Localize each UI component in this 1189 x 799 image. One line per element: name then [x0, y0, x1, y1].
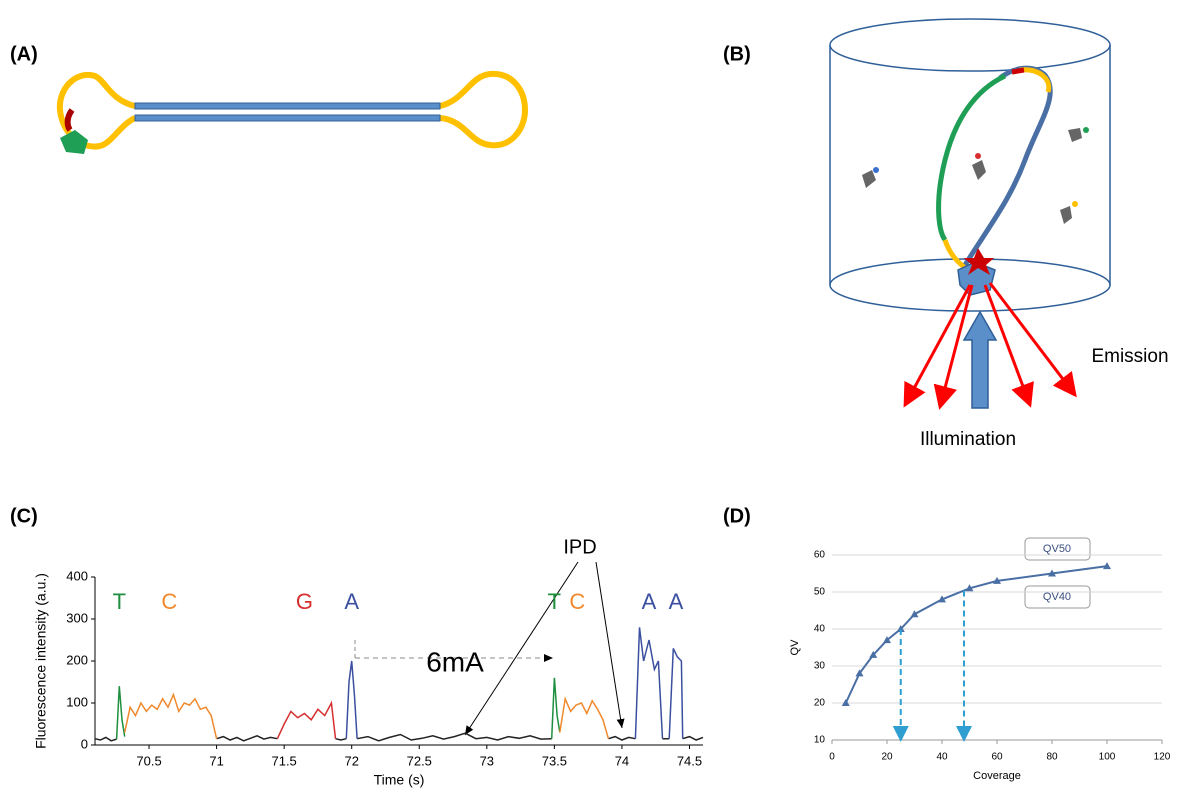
- x-axis-label: Coverage: [973, 770, 1021, 782]
- y-tick-label: 10: [814, 735, 826, 746]
- x-tick-label: 72: [344, 753, 358, 768]
- annotation: 6mA: [426, 646, 484, 677]
- annotation: QV50: [1043, 543, 1071, 555]
- zmw-diagram: [829, 18, 1111, 410]
- x-tick-label: 0: [829, 752, 835, 763]
- panel-label: (A): [10, 43, 38, 65]
- point-marker: [1103, 562, 1111, 570]
- y-tick-label: 40: [814, 624, 826, 635]
- x-tick-label: 40: [936, 752, 948, 763]
- point-marker: [910, 610, 919, 618]
- x-tick-label: 71.5: [271, 753, 296, 768]
- panel-label: (D): [723, 505, 751, 527]
- trace-line: [345, 627, 684, 739]
- annotation: QV40: [1043, 591, 1071, 603]
- x-tick-label: 100: [1099, 752, 1116, 763]
- y-tick-label: 100: [66, 694, 88, 709]
- point-marker: [855, 669, 864, 677]
- y-tick-label: 0: [81, 736, 88, 751]
- point-marker: [1048, 569, 1056, 577]
- panel-label: (C): [10, 505, 38, 527]
- illumination-label: Illumination: [920, 429, 1016, 450]
- y-tick-label: 30: [814, 661, 826, 672]
- annotation: IPD: [563, 536, 596, 558]
- trace-line: [94, 732, 704, 742]
- x-tick-label: 80: [1046, 752, 1058, 763]
- base-label: C: [161, 589, 177, 614]
- x-tick-label: 73.5: [542, 753, 567, 768]
- x-tick-label: 73: [480, 753, 494, 768]
- y-tick-label: 400: [66, 568, 88, 583]
- x-tick-label: 74: [615, 753, 629, 768]
- dna-dumbbell: [56, 70, 529, 154]
- point-marker: [993, 576, 1001, 584]
- trace-line: [276, 700, 337, 740]
- y-tick-label: 200: [66, 652, 88, 667]
- base-label: T: [113, 589, 126, 614]
- point-marker: [896, 625, 905, 632]
- y-tick-label: 50: [814, 587, 826, 598]
- trace-line: [115, 677, 561, 740]
- base-label: C: [569, 589, 585, 614]
- base-label: A: [642, 589, 657, 614]
- x-tick-label: 74.5: [677, 753, 702, 768]
- x-tick-label: 20: [881, 752, 893, 763]
- point-marker: [841, 699, 850, 706]
- point-marker: [965, 584, 974, 592]
- emission-label: Emission: [1091, 346, 1168, 367]
- y-axis-label: QV: [789, 639, 801, 656]
- x-tick-label: 71: [209, 753, 223, 768]
- point-marker: [883, 636, 891, 644]
- panel-label: (B): [723, 43, 751, 65]
- x-tick-label: 72.5: [407, 753, 432, 768]
- base-label: G: [296, 589, 313, 614]
- x-tick-label: 60: [991, 752, 1003, 763]
- base-label: A: [669, 589, 684, 614]
- x-tick-label: 70.5: [136, 753, 161, 768]
- y-tick-label: 20: [814, 698, 826, 709]
- y-tick-label: 60: [814, 550, 826, 561]
- annotation-arrows: [354, 561, 625, 736]
- base-label: A: [344, 589, 359, 614]
- base-label: T: [548, 589, 561, 614]
- y-axis-label: Fluorescence intensity (a.u.): [33, 573, 49, 749]
- trace-line: [123, 692, 610, 739]
- x-axis-label: Time (s): [374, 772, 425, 788]
- point-marker: [869, 650, 878, 658]
- x-tick-label: 120: [1154, 752, 1171, 763]
- point-marker: [938, 595, 946, 603]
- y-tick-label: 300: [66, 610, 88, 625]
